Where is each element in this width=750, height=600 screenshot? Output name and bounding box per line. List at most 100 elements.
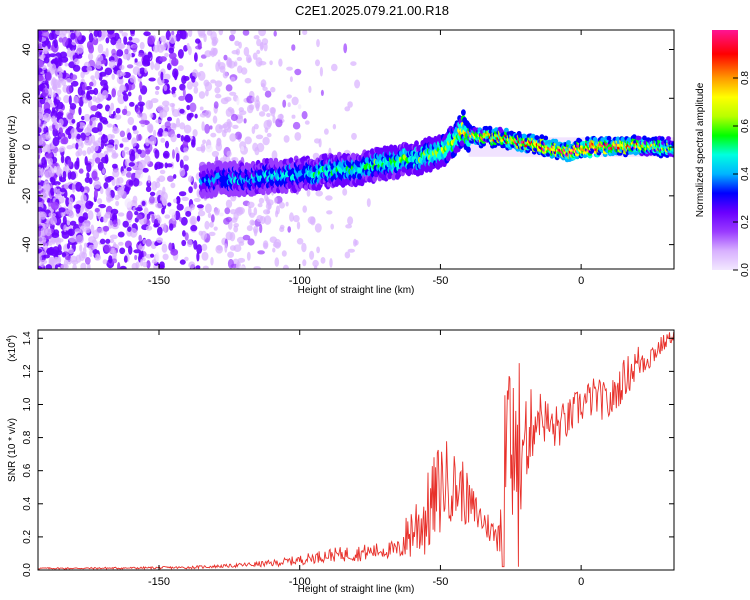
noise-speckle — [344, 251, 351, 259]
noise-speckle — [247, 201, 255, 208]
noise-speckle — [86, 91, 90, 100]
noise-speckle — [193, 181, 197, 190]
noise-speckle — [58, 207, 66, 213]
noise-speckle — [158, 128, 164, 136]
noise-speckle — [51, 232, 60, 238]
noise-speckle — [38, 67, 43, 73]
noise-speckle — [191, 76, 196, 83]
noise-speckle — [44, 108, 51, 115]
noise-speckle — [149, 135, 157, 146]
noise-speckle — [272, 247, 276, 253]
noise-speckle — [119, 247, 126, 255]
noise-speckle — [251, 96, 256, 103]
noise-speckle — [181, 75, 187, 85]
noise-speckle — [138, 251, 143, 259]
noise-speckle — [178, 95, 186, 101]
noise-speckle — [308, 85, 312, 93]
noise-speckle — [264, 90, 272, 98]
noise-speckle — [82, 83, 86, 91]
noise-speckle — [255, 134, 264, 140]
noise-speckle — [281, 250, 287, 257]
noise-speckle — [232, 124, 239, 129]
noise-speckle — [218, 62, 226, 70]
noise-speckle — [45, 264, 52, 269]
noise-speckle — [149, 191, 156, 197]
noise-speckle — [275, 118, 283, 128]
noise-speckle — [204, 220, 210, 230]
spectrogram-y-label: Frequency (Hz) — [7, 116, 18, 185]
noise-speckle — [75, 204, 81, 214]
noise-speckle — [152, 44, 160, 53]
noise-speckle — [98, 204, 106, 209]
noise-speckle — [75, 234, 84, 244]
noise-speckle — [205, 203, 212, 214]
noise-speckle — [187, 239, 193, 248]
noise-speckle — [108, 255, 113, 264]
noise-speckle — [75, 30, 81, 37]
noise-speckle — [53, 187, 58, 194]
noise-speckle — [63, 224, 67, 232]
noise-speckle — [38, 135, 44, 146]
noise-speckle — [112, 163, 118, 169]
colorbar: 0.0 0.2 0.4 0.6 0.8 Normalized spectral ampl… — [695, 30, 750, 277]
colorbar-tick-label: 0.8 — [740, 71, 750, 85]
noise-speckle — [101, 59, 107, 64]
y-tick-label: 0.2 — [22, 530, 33, 544]
noise-speckle — [253, 207, 258, 216]
noise-speckle — [237, 236, 245, 244]
noise-speckle — [46, 248, 54, 255]
noise-speckle — [146, 213, 151, 220]
y-tick-label: 1.2 — [22, 364, 33, 378]
noise-speckle — [50, 216, 57, 226]
noise-speckle — [163, 84, 168, 91]
noise-speckle — [154, 62, 160, 71]
noise-speckle — [88, 100, 93, 109]
noise-speckle — [110, 102, 115, 111]
noise-speckle — [275, 210, 279, 218]
noise-speckle — [58, 77, 65, 83]
noise-speckle — [67, 247, 74, 254]
noise-speckle — [169, 34, 177, 44]
y-tick-label: 0.0 — [22, 563, 33, 577]
noise-speckle — [124, 158, 130, 167]
noise-speckle — [279, 224, 285, 230]
noise-speckle — [209, 125, 213, 130]
noise-speckle — [238, 265, 246, 269]
noise-speckle — [130, 30, 135, 35]
noise-speckle — [253, 228, 258, 237]
noise-speckle — [144, 67, 148, 74]
noise-speckle — [86, 172, 90, 179]
noise-speckle — [66, 218, 71, 226]
x-tick-label: 0 — [578, 275, 584, 287]
noise-speckle — [198, 91, 206, 99]
noise-speckle — [99, 238, 106, 245]
noise-speckle — [243, 46, 250, 57]
noise-speckle — [42, 30, 50, 39]
noise-speckle — [194, 52, 198, 63]
noise-speckle — [81, 65, 89, 73]
noise-speckle — [180, 135, 185, 142]
noise-speckle — [163, 222, 167, 233]
noise-speckle — [214, 80, 223, 88]
noise-speckle — [121, 149, 126, 158]
noise-speckle — [43, 254, 50, 259]
noise-speckle — [178, 191, 187, 197]
noise-speckle — [48, 32, 55, 41]
colorbar-ticks: 0.0 0.2 0.4 0.6 0.8 — [733, 71, 750, 277]
noise-speckle — [226, 118, 232, 126]
noise-speckle — [205, 89, 209, 97]
noise-speckle — [131, 172, 135, 181]
noise-speckle — [252, 52, 258, 60]
noise-speckle — [261, 104, 270, 112]
noise-speckle — [159, 261, 165, 269]
noise-speckle — [230, 113, 238, 122]
noise-speckle — [79, 185, 85, 193]
noise-speckle — [126, 167, 132, 172]
noise-speckle — [84, 139, 92, 146]
noise-speckle — [156, 214, 161, 221]
noise-speckle — [182, 140, 188, 148]
noise-speckle — [66, 85, 73, 95]
noise-speckle — [330, 223, 335, 230]
noise-speckle — [58, 118, 64, 127]
